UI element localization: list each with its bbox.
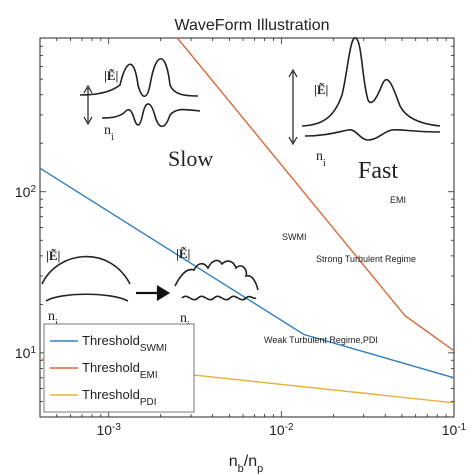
annotation-weak-turbulent: Weak Turbulent Regime,PDI — [264, 335, 378, 345]
legend-label-emi: ThresholdEMI — [82, 360, 158, 381]
annotation-fast: Fast — [358, 158, 398, 184]
legend: ThresholdSWMI ThresholdEMI ThresholdPDI — [43, 323, 195, 413]
field-turbulent — [174, 259, 259, 291]
series-line-emi — [176, 37, 455, 352]
y-tick-label: 101 — [15, 344, 37, 361]
transition-arrow — [136, 285, 171, 301]
density-turbulent — [181, 295, 257, 301]
chart-title: WaveForm Illustration — [175, 17, 330, 34]
inset-field-label: |Ẽ| — [104, 68, 118, 83]
axis-ticks: 10-3 10-2 10-1 101 102 — [15, 37, 467, 439]
annotation-strong-turbulent: Strong Turbulent Regime — [316, 254, 416, 264]
annotation-emi: EMI — [390, 195, 406, 205]
vertical-arrow — [288, 68, 298, 146]
field-wave — [79, 58, 199, 98]
x-tick-label: 10-1 — [442, 422, 467, 439]
inset-field-label: |Ẽ| — [314, 82, 328, 97]
density-wave — [101, 103, 201, 128]
x-tick-label: 10-2 — [269, 422, 294, 439]
inset-density-label: ni — [316, 149, 326, 169]
inset-field-label: |Ẽ| — [176, 246, 190, 261]
y-tick-label: 102 — [15, 183, 37, 200]
legend-label-swmi: ThresholdSWMI — [82, 333, 167, 354]
annotation-swmi: SWMI — [282, 232, 307, 242]
inset-field-label: |Ẽ| — [46, 248, 60, 263]
inset-slow-waveform: |Ẽ| ni — [79, 58, 201, 143]
x-axis-label: nb/np — [229, 453, 264, 474]
density-wave — [304, 128, 441, 141]
x-tick-label: 10-3 — [96, 422, 121, 439]
field-wave — [301, 37, 441, 127]
inset-turbulence-transition: |Ẽ| ni |Ẽ| ni — [41, 246, 259, 331]
legend-label-pdi: ThresholdPDI — [82, 387, 156, 408]
annotation-slow: Slow — [168, 146, 213, 171]
density-hump — [45, 293, 129, 302]
inset-density-label: ni — [104, 123, 114, 143]
field-hump — [41, 255, 131, 285]
series-line-swmi — [39, 167, 455, 379]
inset-fast-waveform: |Ẽ| ni — [288, 37, 441, 169]
inset-density-label: ni — [48, 309, 58, 329]
vertical-arrow — [83, 84, 93, 126]
